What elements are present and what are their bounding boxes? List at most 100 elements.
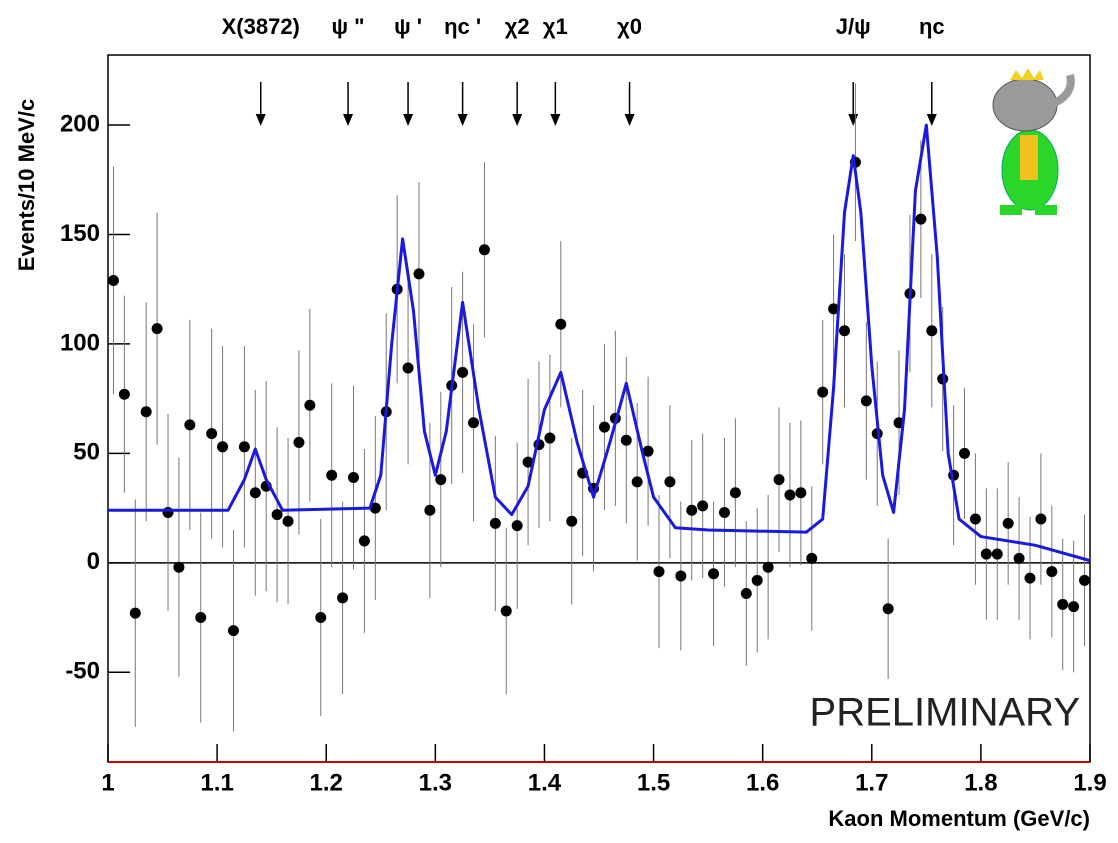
data-point (468, 417, 480, 429)
x-tick-label: 1.8 (964, 769, 997, 796)
data-point (664, 476, 676, 488)
data-point (489, 517, 501, 529)
data-point (435, 474, 447, 486)
arrow-head (624, 114, 635, 126)
data-point (424, 504, 436, 516)
data-point (249, 487, 261, 499)
data-point (959, 447, 971, 459)
x-tick-label: 1.6 (746, 769, 779, 796)
data-point (555, 318, 567, 330)
x-axis-title: Kaon Momentum (GeV/c) (828, 806, 1090, 831)
x-tick-label: 1.1 (200, 769, 233, 796)
annotation-label: X(3872) (222, 14, 300, 39)
data-point (118, 388, 130, 400)
data-point (991, 548, 1003, 560)
data-point (195, 612, 207, 624)
y-tick-label: 150 (60, 220, 100, 247)
data-point (686, 504, 698, 516)
data-point (304, 399, 316, 411)
arrow-head (343, 114, 354, 126)
data-point (828, 303, 840, 315)
data-point (1046, 566, 1058, 578)
annotation-label: J/ψ (836, 14, 871, 39)
mascot-leg (1035, 205, 1057, 215)
x-tick-label: 1.3 (419, 769, 452, 796)
data-point (206, 428, 218, 440)
data-point (282, 515, 294, 527)
arrow-head (926, 114, 937, 126)
data-point (817, 386, 829, 398)
x-tick-label: 1.7 (855, 769, 888, 796)
data-point (326, 469, 338, 481)
data-point (1024, 572, 1036, 584)
y-tick-label: -50 (65, 658, 100, 685)
data-point (653, 566, 665, 578)
data-point (740, 587, 752, 599)
data-point (173, 561, 185, 573)
data-point (773, 474, 785, 486)
x-tick-label: 1.9 (1073, 769, 1106, 796)
data-point (675, 570, 687, 582)
data-point (860, 395, 872, 407)
x-tick-label: 1 (101, 769, 114, 796)
annotation-label: χ0 (617, 14, 642, 39)
data-point (511, 520, 523, 532)
arrow-head (457, 114, 468, 126)
y-tick-label: 100 (60, 329, 100, 356)
data-point (107, 274, 119, 286)
mascot-vest (1020, 135, 1038, 180)
data-point (882, 603, 894, 615)
data-point (217, 441, 229, 453)
data-point (631, 476, 643, 488)
data-point (969, 513, 981, 525)
data-point (348, 471, 359, 483)
data-point (1079, 574, 1091, 586)
annotation-label: ηc ' (444, 14, 481, 39)
data-point (980, 548, 992, 560)
data-point (238, 441, 250, 453)
data-point (795, 487, 807, 499)
data-point (402, 362, 414, 374)
data-point (806, 552, 818, 564)
data-point (140, 406, 152, 418)
data-point (337, 592, 349, 604)
data-point (642, 445, 654, 457)
data-point (522, 456, 534, 468)
y-axis-title: Events/10 MeV/c (14, 99, 39, 271)
data-point (358, 535, 370, 547)
data-point (1068, 601, 1080, 613)
data-point (784, 489, 796, 501)
data-point (162, 506, 174, 518)
data-point (729, 487, 741, 499)
arrow-head (512, 114, 523, 126)
annotation-label: χ2 (505, 14, 530, 39)
data-point (227, 625, 239, 637)
data-point (315, 612, 327, 624)
fit-line (108, 123, 1091, 563)
data-point (413, 268, 425, 280)
x-tick-label: 1.2 (310, 769, 343, 796)
data-point (293, 436, 305, 448)
arrow-head (255, 114, 266, 126)
mascot-head (992, 78, 1058, 132)
annotation-label: ψ " (331, 14, 364, 39)
data-point (620, 434, 632, 446)
mascot-leg (1000, 205, 1022, 215)
mascot-trunk (1048, 74, 1075, 109)
y-tick-label: 200 (60, 110, 100, 137)
arrow-head (848, 114, 859, 126)
data-point (1057, 598, 1069, 610)
data-point (708, 568, 720, 580)
data-point (184, 419, 196, 431)
data-point (1035, 513, 1047, 525)
data-point (271, 509, 283, 521)
data-point (926, 325, 938, 337)
data-point (1013, 552, 1025, 564)
data-point (369, 502, 381, 514)
annotation-label: ηc (919, 14, 945, 39)
data-point (915, 213, 927, 225)
data-point (478, 244, 490, 256)
mascot-crown (1010, 68, 1044, 80)
data-point (457, 366, 469, 378)
